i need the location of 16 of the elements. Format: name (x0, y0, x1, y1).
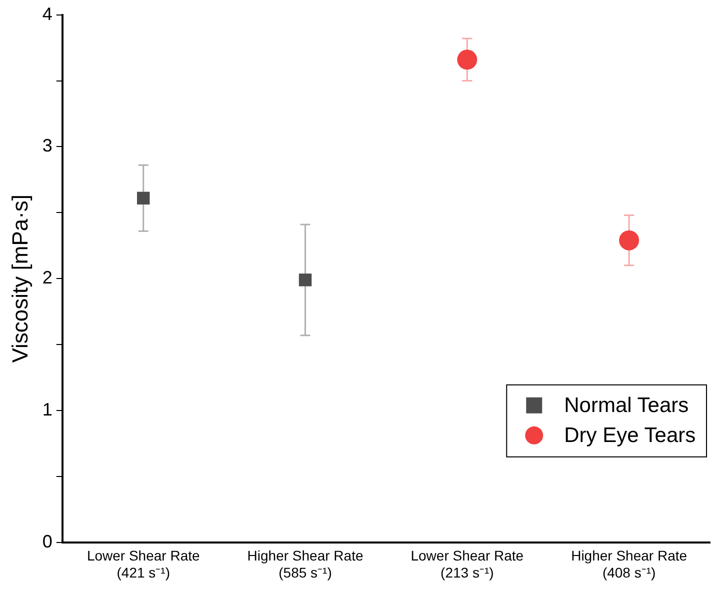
point (457, 50, 478, 70)
legend-label: Dry Eye Tears (564, 424, 696, 448)
x-tick-label: Lower Shear Rate (213 s⁻¹) (410, 548, 524, 580)
point (136, 192, 150, 205)
legend-label: Normal Tears (564, 394, 689, 418)
y-tick-label: 3 (42, 136, 52, 156)
y-tick-label: 2 (42, 268, 52, 288)
y-tick-label: 1 (42, 399, 52, 420)
y-axis-title: Viscosity [mPa·s] (7, 194, 32, 363)
point (619, 230, 640, 250)
y-tick-label: 4 (42, 4, 52, 24)
x-tick-label: Higher Shear Rate (585 s⁻¹) (247, 548, 364, 580)
x-tick-label: Higher Shear Rate (408 s⁻¹) (571, 548, 688, 580)
point (298, 274, 312, 286)
x-tick-label: Lower Shear Rate (421 s⁻¹) (86, 548, 200, 580)
y-tick-label: 0 (42, 531, 52, 552)
